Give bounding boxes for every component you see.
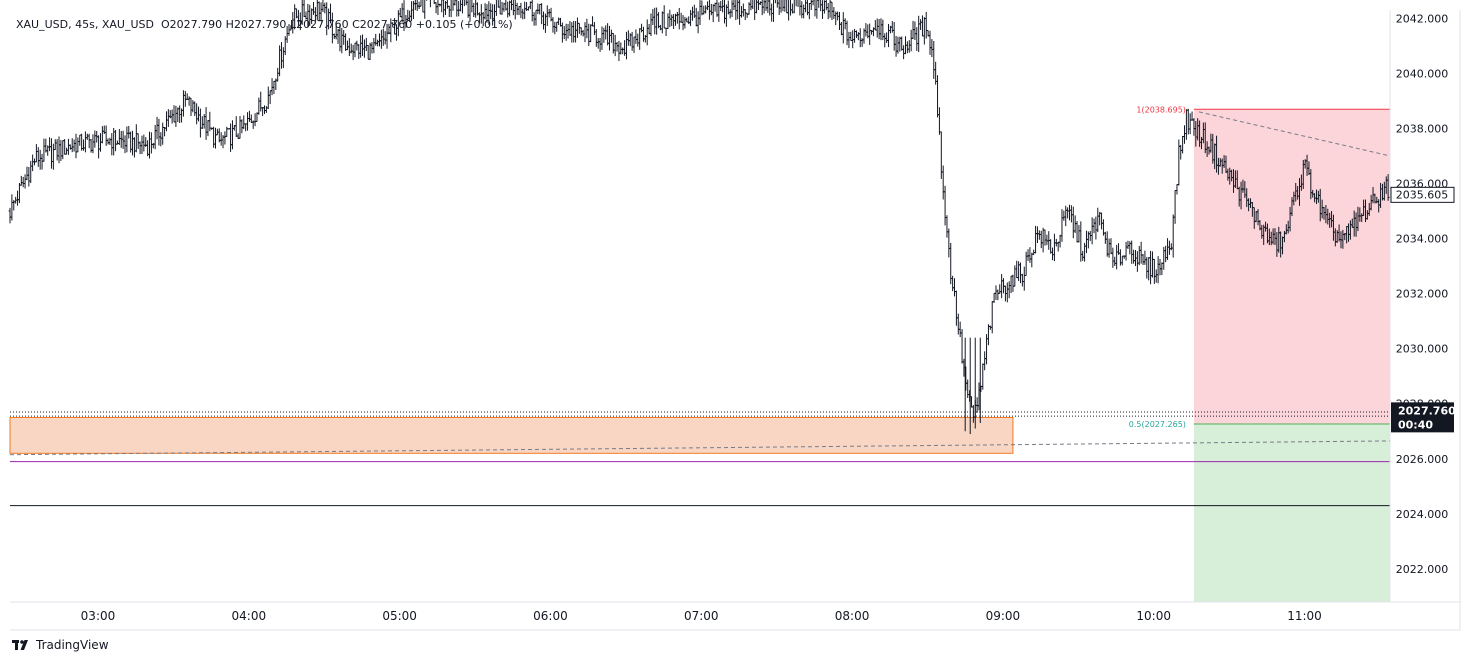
x-tick-label: 09:00 [986, 609, 1021, 623]
legend-change: +0.105 (+0.01%) [415, 18, 513, 31]
alert-price-label: 2035.605 [1396, 188, 1449, 201]
candle [415, 0, 419, 11]
candle [510, 0, 513, 11]
candle [774, 0, 776, 4]
candle [772, 0, 775, 22]
candle [776, 0, 779, 8]
price-axis[interactable]: 2022.0002024.0002026.0002028.0002030.000… [1396, 12, 1449, 576]
trend-line[interactable] [1198, 111, 1391, 157]
candle [719, 0, 723, 12]
mid-level-label: 0.5(2027.265) [1129, 420, 1186, 429]
candle [452, 0, 455, 11]
candle [468, 0, 471, 22]
candle [749, 0, 753, 11]
bar-countdown-label: 00:40 [1398, 418, 1433, 431]
legend-interval: 45s [75, 18, 95, 31]
candle [797, 0, 799, 8]
legend-high-label: H [225, 18, 234, 31]
candle [423, 0, 426, 19]
x-tick-label: 11:00 [1287, 609, 1322, 623]
candle [440, 0, 444, 13]
y-tick-label: 2024.000 [1396, 508, 1449, 521]
candle [449, 0, 452, 18]
candle [429, 0, 431, 8]
candle [824, 0, 828, 11]
candle [782, 0, 785, 12]
candle [419, 0, 422, 7]
candle [783, 0, 787, 12]
plot-background [10, 10, 1390, 602]
candle [413, 0, 417, 11]
candle [433, 0, 436, 5]
candle [787, 0, 790, 21]
legend-low-label: L [289, 18, 297, 31]
order-block[interactable] [9, 417, 1014, 454]
profit-zone[interactable] [1193, 423, 1390, 602]
candle [795, 0, 797, 7]
candle [706, 1, 709, 11]
legend-source: XAU_USD [101, 18, 154, 31]
entry-level-label: 1(2038.695) [1136, 105, 1186, 114]
tradingview-logo-icon[interactable] [12, 638, 32, 652]
candle [758, 1, 762, 6]
symbol-legend: XAU_USD, 45s, XAU_USD O2027.790 H2027.79… [16, 18, 513, 31]
candle [426, 0, 428, 1]
y-tick-label: 2030.000 [1396, 343, 1449, 356]
x-tick-label: 05:00 [382, 609, 417, 623]
candle [820, 0, 823, 12]
current-price-label: 2027.760 [1398, 404, 1456, 417]
candle [792, 0, 795, 14]
candle [494, 0, 497, 16]
x-tick-label: 10:00 [1136, 609, 1171, 623]
legend-low: 2027.760 [296, 18, 349, 31]
candle [811, 0, 815, 6]
legend-close: 2027.760 [359, 18, 413, 31]
loss-zone[interactable] [1193, 109, 1390, 424]
time-axis[interactable]: 03:00 04:00 05:00 06:00 07:00 08:00 09:00 10:00… [81, 609, 1322, 623]
y-tick-label: 2034.000 [1396, 233, 1449, 246]
x-tick-label: 03:00 [81, 609, 116, 623]
candle [732, 0, 736, 11]
candle [463, 0, 465, 7]
candle [757, 0, 760, 11]
candle [453, 0, 457, 6]
alert-price-tag[interactable] [1390, 186, 1455, 203]
x-tick-label: 07:00 [684, 609, 719, 623]
x-tick-label: 04:00 [232, 609, 267, 623]
footer-brand-text: TradingView [36, 638, 109, 652]
candle [417, 1, 421, 9]
candle [461, 0, 463, 14]
y-tick-label: 2040.000 [1396, 67, 1449, 80]
candle [445, 0, 449, 9]
candle [817, 0, 820, 8]
x-tick-label: 06:00 [533, 609, 568, 623]
legend-close-label: C [352, 18, 360, 31]
legend-symbol[interactable]: XAU_USD [16, 18, 69, 31]
candle [751, 0, 754, 10]
candle [764, 0, 768, 11]
current-price-tag[interactable] [1391, 402, 1454, 433]
y-tick-label: 2026.000 [1396, 453, 1449, 466]
footer-branding: TradingView [12, 638, 109, 652]
x-tick-label: 08:00 [835, 609, 870, 623]
y-tick-label: 2042.000 [1396, 12, 1449, 25]
legend-open: 2027.790 [169, 18, 223, 31]
y-tick-label: 2022.000 [1396, 563, 1449, 576]
y-tick-label: 2032.000 [1396, 288, 1449, 301]
legend-open-label: O [160, 18, 170, 31]
legend-high: 2027.790 [233, 18, 287, 31]
trend-line[interactable] [9, 440, 1391, 456]
candle [459, 0, 462, 12]
y-tick-label: 2038.000 [1396, 122, 1449, 135]
candle [779, 0, 782, 13]
